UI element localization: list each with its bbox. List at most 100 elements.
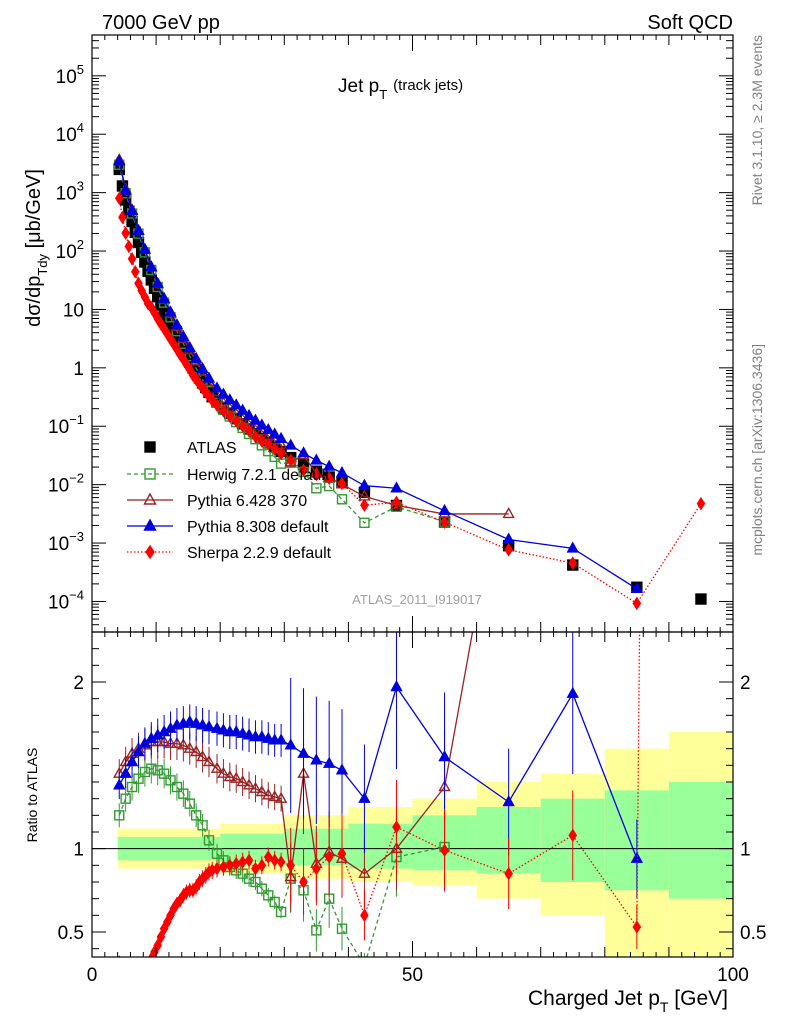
series-herwig-ratio-point — [250, 876, 261, 888]
series-pythia8-point — [390, 481, 403, 493]
x-tick-label: 0 — [87, 965, 98, 986]
series-pythia6-ratio-point — [177, 738, 190, 750]
axis-layer: 0 50 100 10−4 10−3 10−2 10−1 1 10 102 103 104 105 0.5… — [48, 34, 766, 986]
series-sherpa-point — [244, 423, 254, 438]
series-sherpa-point — [207, 393, 217, 408]
series-pythia6-ratio-point — [210, 761, 224, 773]
series-sherpa-ratio-point — [632, 920, 642, 934]
series-pythia8-ratio-point — [196, 718, 209, 730]
series-sherpa-point — [360, 498, 369, 513]
band-inner-segment — [668, 782, 733, 899]
series-sherpa-ratio-point — [568, 828, 578, 843]
series-pythia8-point — [255, 418, 269, 430]
series-herwig-ratio-point — [152, 765, 163, 776]
series-sherpa-point — [299, 463, 308, 478]
series-pythia8-ratio-point — [262, 731, 275, 743]
y-tick-label: 103 — [56, 179, 84, 205]
series-sherpa-ratio-point — [257, 858, 267, 873]
y-axis-label-sub: Tdy — [35, 253, 50, 275]
watermark: ATLAS_2011_I919017 — [352, 592, 482, 607]
series-sherpa-point — [127, 252, 137, 266]
y-tick-label: 1 — [73, 359, 84, 380]
series-sherpa-point — [568, 556, 578, 570]
series-pythia6-ratio-point — [236, 775, 249, 787]
series-pythia6-ratio-point — [262, 788, 275, 800]
series-sherpa-point — [263, 437, 273, 451]
series-sherpa-point — [238, 419, 247, 433]
series-pythia8-point — [210, 381, 224, 393]
series-sherpa-point — [312, 467, 321, 482]
legend-marker-sherpa — [145, 544, 155, 560]
y-tick-label: 10−4 — [48, 587, 84, 613]
legend-marker-pythia6 — [143, 492, 157, 505]
series-sherpa-point — [696, 496, 706, 511]
series-herwig-ratio-point — [120, 793, 131, 804]
series-pythia8-point — [113, 154, 126, 166]
series-sherpa-ratio-point — [145, 963, 152, 974]
series-sherpa-ratio-point — [251, 861, 260, 876]
series-herwig-ratio-point — [126, 781, 138, 793]
series-herwig-ratio-point — [158, 768, 170, 779]
series-herwig-ratio-point — [139, 766, 151, 778]
series-pythia8-point — [630, 581, 644, 594]
x-axis-label-main: Charged Jet p — [528, 987, 660, 1010]
series-sherpa-ratio-point — [141, 968, 148, 979]
series-pythia8-ratio-point — [236, 726, 249, 738]
series-herwig-ratio-point — [269, 896, 280, 908]
series-herwig-ratio-point — [311, 925, 322, 936]
series-sherpa-point — [124, 239, 134, 254]
series-pythia6-ratio-point — [202, 755, 216, 767]
series-sherpa-ratio-point — [504, 866, 513, 881]
series-herwig-ratio-point — [190, 810, 202, 821]
series-herwig-point — [336, 494, 348, 505]
series-sherpa-point — [212, 398, 222, 413]
series-sherpa-ratio-point — [132, 975, 139, 986]
legend-label-herwig: Herwig 7.2.1 default — [187, 467, 330, 484]
series-herwig-ratio-point — [171, 781, 183, 793]
series-sherpa-point — [324, 471, 334, 486]
series-pythia6-ratio-point — [223, 770, 237, 782]
series-pythia8-point — [274, 431, 288, 443]
series-sherpa-line-ratio — [151, 632, 641, 957]
ratio-y-tick-label: 0.5 — [58, 923, 84, 944]
y-tick-label: 102 — [56, 237, 84, 263]
series-pythia8-ratio-point — [566, 686, 579, 698]
series-sherpa-ratio-point — [129, 972, 136, 983]
series-pythia8-point — [223, 393, 237, 405]
series-pythia8-point — [189, 351, 203, 363]
y-axis-label: dσ/dpTdy [μb/GeV] — [23, 169, 50, 327]
series-pythia6-ratio-point — [164, 736, 177, 748]
ratio-y-tick-label: 2 — [73, 673, 84, 694]
ratio-y-tick-label-right: 2 — [740, 673, 751, 694]
series-pythia6-ratio-point — [242, 778, 256, 790]
series-sherpa-ratio-point — [392, 820, 401, 834]
series-pythia8-point — [262, 423, 275, 435]
series-herwig-ratio-point — [256, 883, 268, 894]
series-sherpa-ratio-point — [286, 858, 296, 873]
y-tick-label: 105 — [56, 62, 84, 88]
series-pythia8-main — [113, 154, 644, 594]
series-sherpa-point — [440, 515, 449, 529]
x-tick-label: 50 — [402, 965, 423, 986]
plot-title-sub: T — [379, 87, 387, 102]
y-tick-label: 10−3 — [48, 529, 84, 555]
side-label-mcplots: mcplots.cern.ch [arXiv:1306.3436] — [749, 344, 765, 556]
series-sherpa-ratio-point — [324, 850, 334, 864]
legend-label-sherpa: Sherpa 2.2.9 default — [187, 545, 332, 562]
series-sherpa-point — [270, 442, 280, 456]
series-herwig-ratio-point — [211, 848, 223, 859]
series-pythia6-ratio-point — [504, 427, 514, 436]
series-pythia8-ratio-point — [310, 753, 323, 765]
x-tick-label: 100 — [717, 965, 749, 986]
series-pythia8-point — [157, 291, 171, 303]
series-pythia8-ratio-point — [297, 746, 310, 758]
series-pythia8-ratio-point — [189, 716, 203, 728]
series-pythia8-point — [242, 408, 256, 420]
series-pythia8-point — [145, 260, 158, 272]
series-sherpa-point — [251, 429, 260, 444]
series-pythia8-ratio-point — [502, 795, 515, 807]
series-pythia8-ratio-point — [113, 778, 126, 790]
ratio-y-tick-label-right: 0.5 — [740, 923, 766, 944]
series-pythia8-point — [297, 446, 310, 458]
series-sherpa-point — [632, 596, 642, 611]
